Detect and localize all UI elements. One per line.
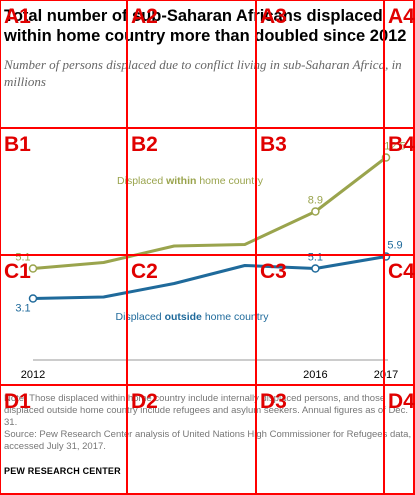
- x-tick-layer: 2012 2016 2017: [21, 369, 398, 381]
- grid-cell-label: B1: [4, 133, 31, 156]
- grid-cell-label: D3: [260, 390, 287, 413]
- data-label-within: 12.5: [384, 141, 405, 153]
- grid-cell-label: C2: [131, 260, 158, 283]
- note-text: Note: Those displaced within home countr…: [4, 393, 408, 428]
- grid-cell-label: C3: [260, 260, 287, 283]
- data-point-within: [28, 264, 38, 273]
- grid-cell-label: C1: [4, 260, 31, 283]
- series-line-within: [31, 156, 388, 270]
- data-point-outside: [311, 264, 320, 273]
- data-point-outside: [28, 294, 38, 303]
- data-label-within: 8.9: [308, 195, 323, 207]
- series-layer: [28, 153, 391, 303]
- data-label-outside: 5.9: [387, 240, 402, 252]
- grid-cell-label: A2: [131, 5, 158, 28]
- chart-subtitle: Number of persons displaced due to confl…: [4, 57, 402, 89]
- grid-cell-label: D1: [4, 390, 31, 413]
- grid-cell-label: A3: [260, 5, 287, 28]
- grid-cell-label: C4: [388, 260, 415, 283]
- x-tick-label: 2016: [303, 369, 327, 381]
- x-tick-label: 2012: [21, 369, 45, 381]
- brand-logo-text: PEW RESEARCH CENTER: [4, 466, 121, 476]
- grid-cell-label: A4: [388, 5, 415, 28]
- grid-cell-label: A1: [4, 5, 31, 28]
- grid-cell-label: B4: [388, 133, 415, 156]
- grid-cell-label: B2: [131, 133, 158, 156]
- grid-cell-label: B3: [260, 133, 287, 156]
- data-point-within: [311, 207, 320, 216]
- footnotes: Note: Those displaced within home countr…: [4, 393, 414, 453]
- data-label-outside: 3.1: [15, 303, 30, 315]
- grid-cell-label: D4: [388, 390, 415, 413]
- x-tick-label: 2017: [374, 369, 398, 381]
- source-text: Source: Pew Research Center analysis of …: [4, 429, 412, 452]
- grid-cell-label: D2: [131, 390, 158, 413]
- series-line-outside: [31, 255, 388, 300]
- series-label-within: Displaced within home country: [117, 175, 264, 187]
- chart-title: Total number of sub-Saharan Africans dis…: [4, 7, 407, 45]
